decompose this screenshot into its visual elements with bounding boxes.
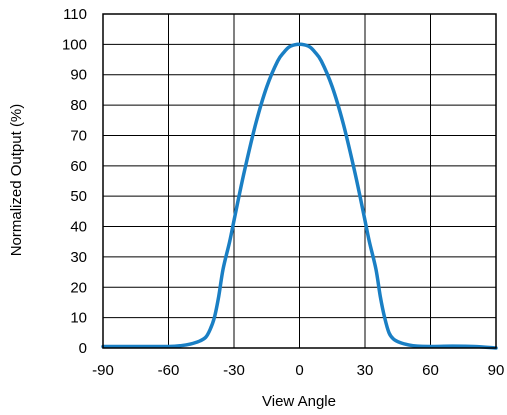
x-tick-label: 0 — [295, 362, 303, 379]
y-tick-label: 60 — [70, 158, 87, 175]
tick-labels: 0 10 20 30 40 50 60 70 80 90 100 110 -90 -60 -30 0 30 60 9… — [62, 6, 504, 379]
x-tick-label: -30 — [223, 362, 245, 379]
x-tick-label: -90 — [92, 362, 114, 379]
series-layer — [101, 42, 498, 350]
y-tick-label: 30 — [70, 249, 87, 266]
y-tick-label: 50 — [70, 188, 87, 205]
x-tick-label: -60 — [158, 362, 180, 379]
plot-area-frame — [102, 13, 497, 349]
grid — [102, 13, 497, 349]
y-tick-label: 100 — [62, 36, 87, 53]
x-tick-label: 90 — [488, 362, 505, 379]
y-axis-label: Normalized Output (%) — [8, 104, 25, 257]
x-axis-label: View Angle — [262, 393, 336, 410]
x-tick-label: 60 — [422, 362, 439, 379]
y-tick-label: 10 — [70, 310, 87, 327]
x-tick-label: 30 — [357, 362, 374, 379]
y-tick-label: 80 — [70, 97, 87, 114]
y-tick-label: 0 — [79, 340, 87, 357]
y-tick-label: 40 — [70, 219, 87, 236]
y-tick-label: 110 — [63, 6, 87, 23]
y-tick-label: 90 — [70, 67, 87, 84]
y-tick-label: 70 — [70, 127, 87, 144]
y-tick-label: 20 — [70, 279, 87, 296]
series-line — [101, 42, 498, 350]
